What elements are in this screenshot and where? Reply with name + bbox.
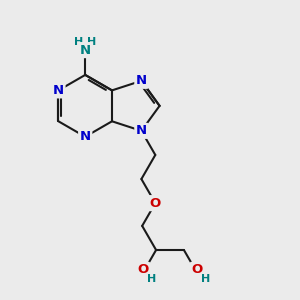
Text: H: H: [74, 37, 83, 47]
Text: N: N: [136, 124, 147, 137]
Text: H: H: [201, 274, 211, 284]
Text: O: O: [150, 196, 161, 210]
Text: N: N: [80, 44, 91, 57]
Text: N: N: [53, 84, 64, 97]
Text: N: N: [136, 74, 147, 87]
Text: N: N: [80, 130, 91, 143]
Text: H: H: [87, 37, 96, 47]
Text: O: O: [191, 263, 203, 276]
Text: H: H: [147, 274, 156, 284]
Text: O: O: [137, 263, 148, 276]
